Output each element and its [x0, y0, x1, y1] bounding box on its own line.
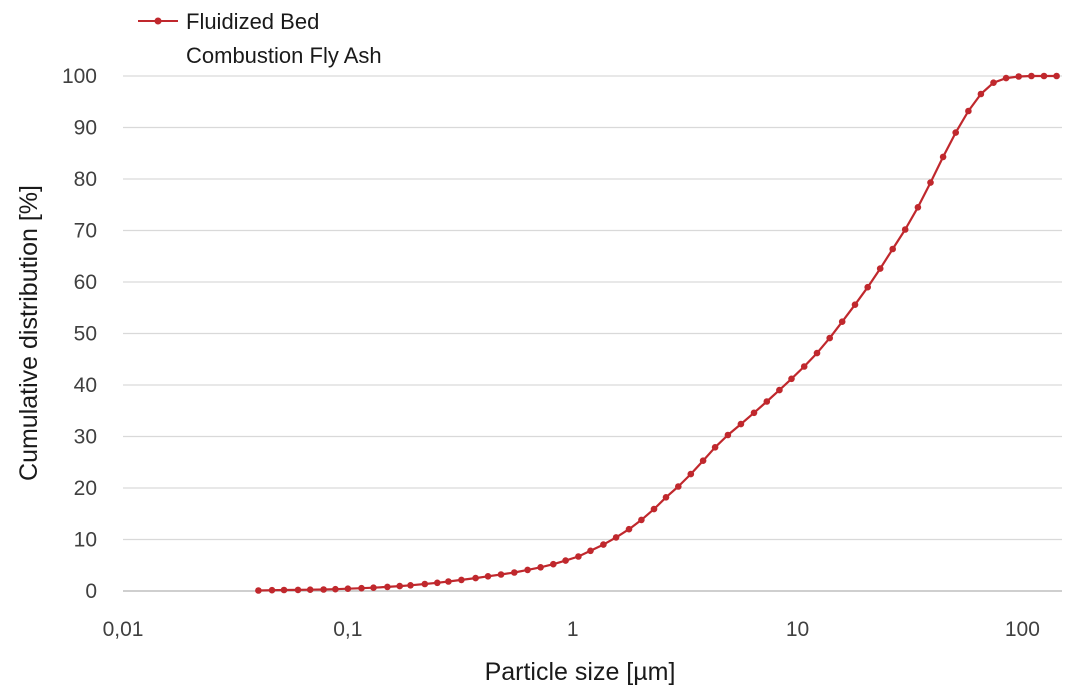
- y-axis-title: Cumulative distribution [%]: [15, 185, 43, 481]
- x-axis-title: Particle size [µm]: [485, 658, 676, 686]
- data-point: [1040, 72, 1048, 80]
- data-point: [562, 557, 569, 564]
- data-point: [737, 420, 745, 428]
- x-tick-label: 0,1: [333, 618, 362, 641]
- data-point: [370, 584, 377, 591]
- data-point: [445, 578, 452, 585]
- data-point: [537, 564, 544, 571]
- data-point: [458, 576, 465, 584]
- data-point: [977, 90, 985, 98]
- data-point: [268, 586, 276, 594]
- data-point: [901, 226, 909, 233]
- data-point: [788, 375, 795, 383]
- data-point: [484, 573, 492, 580]
- y-tick-label: 100: [62, 65, 97, 88]
- y-tick-label: 60: [74, 271, 97, 294]
- data-point: [699, 457, 707, 465]
- data-point: [306, 586, 314, 593]
- legend-marker-swatch: [154, 17, 162, 25]
- legend-label-line-1: Fluidized Bed: [186, 9, 319, 34]
- data-point: [344, 585, 352, 592]
- data-point: [625, 525, 633, 533]
- gridlines: [123, 75, 1062, 541]
- y-tick-label: 0: [85, 580, 97, 603]
- y-tick-label: 80: [74, 168, 97, 191]
- data-point: [511, 569, 518, 576]
- data-point: [914, 204, 922, 211]
- data-point: [575, 553, 582, 560]
- data-point: [1015, 73, 1022, 80]
- data-point: [294, 586, 302, 594]
- data-point: [600, 541, 607, 548]
- data-point: [724, 431, 732, 439]
- data-point: [1028, 72, 1035, 80]
- data-point: [1002, 74, 1010, 82]
- data-point: [826, 334, 833, 342]
- x-tick-label: 0,01: [103, 618, 144, 641]
- data-point: [876, 265, 884, 272]
- y-tick-label: 50: [74, 323, 97, 346]
- data-point: [358, 584, 365, 592]
- data-point: [838, 318, 846, 326]
- data-point: [280, 586, 288, 594]
- y-tick-label: 30: [74, 426, 97, 449]
- legend: Fluidized Bed Combustion Fly Ash: [138, 9, 382, 68]
- data-point: [407, 582, 414, 589]
- data-point: [800, 363, 808, 370]
- data-point: [320, 586, 327, 593]
- x-tick-label: 100: [1005, 618, 1040, 641]
- x-tick-label: 10: [786, 618, 809, 641]
- data-point: [332, 585, 339, 593]
- data-point: [472, 574, 479, 582]
- data-point: [965, 107, 972, 115]
- x-tick-label: 1: [567, 618, 579, 641]
- data-point: [813, 349, 821, 357]
- data-point: [384, 583, 391, 591]
- data-point: [662, 494, 670, 501]
- data-point: [587, 547, 594, 555]
- y-tick-label: 40: [74, 374, 97, 397]
- data-point: [675, 483, 682, 490]
- data-point: [750, 409, 758, 417]
- y-tick-label: 70: [74, 220, 97, 243]
- data-point: [711, 444, 719, 451]
- data-point: [939, 153, 947, 161]
- data-point: [421, 580, 429, 588]
- y-tick-label: 20: [74, 477, 97, 500]
- y-tick-label: 10: [74, 529, 97, 552]
- y-tick-label: 90: [74, 117, 97, 140]
- data-point: [1053, 72, 1060, 80]
- series-line: [258, 74, 1057, 592]
- data-point: [434, 579, 441, 587]
- data-point: [687, 470, 695, 478]
- data-point: [550, 560, 557, 568]
- data-point: [497, 571, 505, 578]
- data-point: [255, 587, 262, 594]
- data-point: [851, 301, 859, 309]
- data-point: [990, 79, 997, 86]
- series-layer: [255, 72, 1060, 594]
- y-tick-labels: 0 10 20 30 40 50 60 70 80 90 100: [62, 65, 97, 603]
- data-point: [524, 566, 531, 574]
- data-point: [763, 398, 771, 405]
- data-point: [396, 582, 404, 590]
- data-point: [864, 283, 871, 291]
- data-point: [638, 516, 645, 524]
- data-point: [889, 245, 896, 253]
- data-point: [650, 505, 658, 513]
- data-point: [776, 386, 783, 394]
- legend-label-line-2: Combustion Fly Ash: [186, 43, 382, 68]
- data-point: [952, 129, 959, 136]
- x-tick-labels: 0,01 0,1 1 10 100: [103, 618, 1040, 641]
- data-point: [927, 179, 934, 186]
- data-point: [612, 534, 620, 541]
